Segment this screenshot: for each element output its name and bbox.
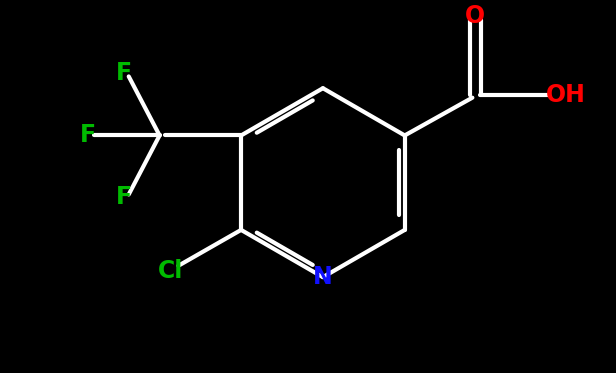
Text: N: N — [313, 265, 333, 289]
Text: O: O — [465, 4, 485, 28]
Text: F: F — [80, 123, 96, 147]
Text: OH: OH — [546, 83, 586, 107]
Text: F: F — [116, 185, 132, 210]
Text: Cl: Cl — [158, 259, 183, 283]
Text: F: F — [116, 62, 132, 85]
